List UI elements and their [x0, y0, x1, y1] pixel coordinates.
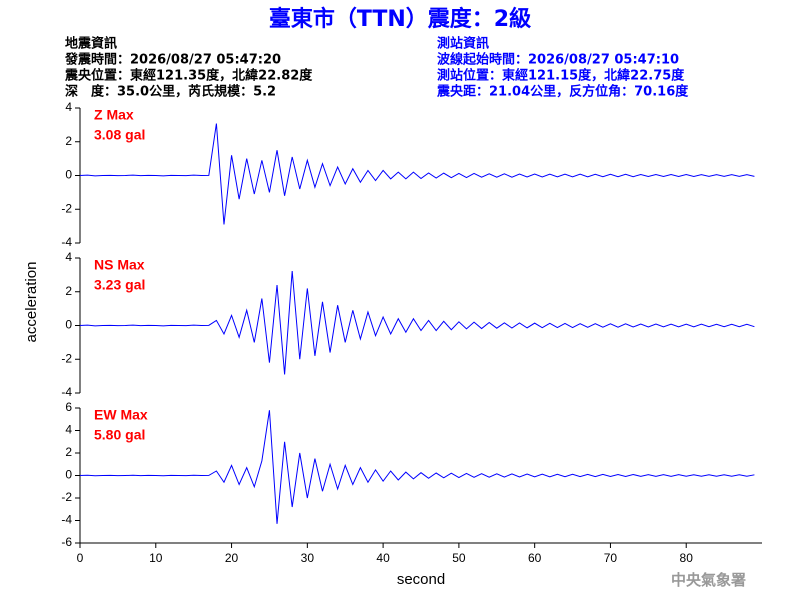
x-axis-label: second — [397, 571, 445, 588]
y-tick-label: 0 — [65, 468, 72, 482]
x-tick-label: 60 — [528, 551, 542, 565]
max-annotation: NS Max — [94, 257, 145, 273]
station-info: 測站資訊 — [437, 36, 489, 52]
y-tick-label: 2 — [65, 134, 72, 148]
x-tick-label: 10 — [149, 551, 163, 565]
waveform — [79, 123, 755, 225]
y-tick-label: -6 — [61, 535, 72, 549]
footer-logo: 中央氣象署 — [671, 571, 746, 589]
quake-info: 發震時間：2026/08/27 05:47:20 — [64, 52, 281, 68]
x-tick-label: 20 — [225, 551, 239, 565]
waveform — [79, 410, 755, 524]
max-annotation: 3.23 gal — [94, 277, 145, 293]
y-tick-label: -4 — [61, 385, 72, 399]
quake-info: 震央位置：東經121.35度，北緯22.82度 — [64, 68, 313, 84]
y-tick-label: 2 — [65, 284, 72, 298]
quake-info: 深 度：35.0公里，芮氏規模：5.2 — [65, 84, 276, 100]
station-info: 測站位置：東經121.15度，北緯22.75度 — [437, 68, 685, 84]
station-info: 波線起始時間：2026/08/27 05:47:10 — [437, 52, 679, 68]
y-tick-label: 0 — [65, 168, 72, 182]
y-tick-label: 0 — [65, 318, 72, 332]
x-tick-label: 70 — [604, 551, 618, 565]
y-tick-label: 4 — [65, 100, 72, 114]
page-title: 臺東市（TTN）震度：2級 — [269, 6, 531, 32]
max-annotation: Z Max — [94, 107, 134, 123]
station-info: 震央距：21.04公里，反方位角：70.16度 — [436, 84, 689, 100]
x-tick-label: 0 — [77, 551, 84, 565]
y-axis-label: acceleration — [23, 262, 40, 343]
y-tick-label: -2 — [61, 490, 72, 504]
x-tick-label: 50 — [452, 551, 466, 565]
y-tick-label: 2 — [65, 445, 72, 459]
y-tick-label: 6 — [65, 400, 72, 414]
x-tick-label: 40 — [376, 551, 390, 565]
waveform — [79, 270, 755, 375]
max-annotation: 3.08 gal — [94, 127, 145, 143]
max-annotation: 5.80 gal — [94, 427, 145, 443]
y-tick-label: -2 — [61, 351, 72, 365]
x-tick-label: 80 — [680, 551, 694, 565]
y-tick-label: -4 — [61, 513, 72, 527]
y-tick-label: -2 — [61, 201, 72, 215]
quake-info: 地震資訊 — [65, 36, 117, 52]
y-tick-label: -4 — [61, 235, 72, 249]
max-annotation: EW Max — [94, 407, 148, 423]
x-tick-label: 30 — [301, 551, 315, 565]
y-tick-label: 4 — [65, 423, 72, 437]
y-tick-label: 4 — [65, 250, 72, 264]
